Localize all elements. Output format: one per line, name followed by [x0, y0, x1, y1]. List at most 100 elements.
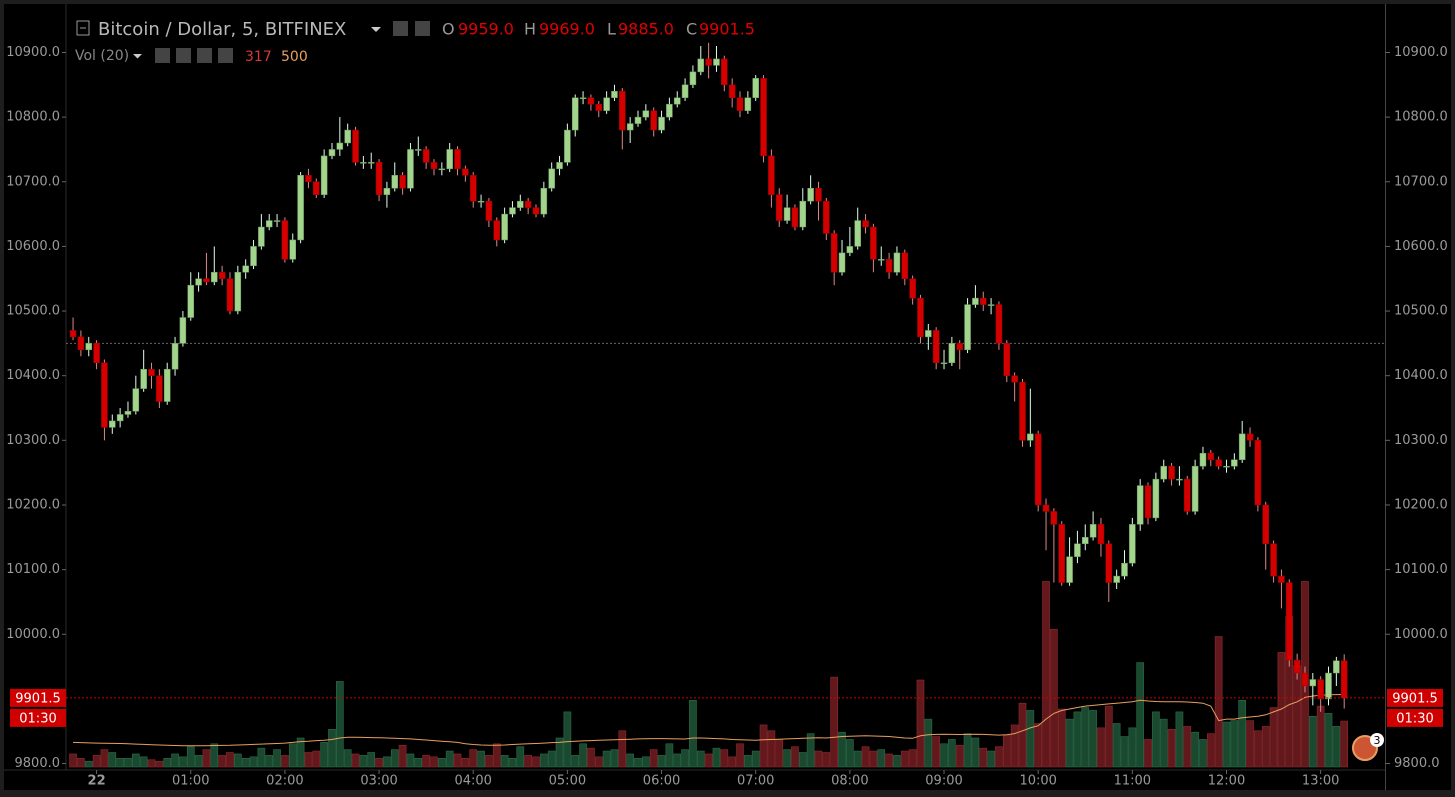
volume-bar	[1183, 726, 1192, 768]
candle-body	[148, 368, 155, 376]
candle-body	[775, 194, 783, 221]
candle-body	[791, 207, 799, 228]
symbol-menu[interactable]	[371, 27, 381, 32]
candle-body	[109, 420, 116, 428]
volume-bar	[634, 757, 642, 768]
candle-body	[854, 220, 861, 247]
volume-bar	[1277, 652, 1286, 768]
eye-icon[interactable]	[393, 21, 408, 36]
volume-bar	[1230, 720, 1239, 768]
y-tick-label: 10500.0	[6, 304, 60, 319]
volume-bar	[367, 752, 376, 768]
volume-bar	[1128, 727, 1137, 768]
x-tick-label: 01:00	[172, 774, 209, 789]
volume-bar	[893, 755, 901, 768]
candle-body	[783, 207, 791, 221]
last-price-tag-countdown: 01:30	[19, 711, 56, 726]
candle-body	[258, 226, 265, 247]
candle-body	[768, 155, 775, 195]
candle-body	[619, 91, 626, 131]
volume-bar	[704, 753, 713, 768]
last-price-tag: 9901.5	[15, 691, 61, 706]
eye-icon[interactable]	[155, 48, 170, 63]
candle-body	[156, 375, 163, 402]
y-tick-label: 10800.0	[6, 110, 60, 125]
volume-bar	[508, 757, 517, 768]
candle-body	[571, 97, 579, 131]
candle-body	[1254, 440, 1262, 506]
volume-bar	[390, 749, 399, 768]
volume-bar	[84, 760, 93, 768]
volume-bar	[430, 756, 438, 768]
volume-bar	[233, 753, 242, 768]
volume-menu[interactable]	[133, 54, 142, 59]
candle-body	[595, 103, 603, 111]
volume-bar	[241, 757, 250, 768]
candle-body	[1121, 562, 1128, 577]
y-tick-label: 10400.0	[6, 368, 60, 383]
candle-body	[195, 278, 202, 286]
candle-body	[313, 181, 320, 195]
volume-bar	[681, 749, 689, 768]
last-price-tag-right-countdown-box	[1387, 708, 1443, 727]
volume-bar	[477, 750, 485, 768]
settings-icon[interactable]	[415, 21, 430, 36]
volume-bar	[500, 755, 509, 768]
candle-body	[399, 175, 406, 189]
candle-body	[705, 58, 712, 66]
candle-body	[1317, 679, 1324, 700]
close-icon[interactable]	[218, 48, 233, 63]
candle-body	[1270, 543, 1277, 577]
candle-body	[697, 58, 705, 73]
volume-value: 317	[245, 49, 272, 65]
volume-bar	[751, 750, 760, 768]
candle-body	[807, 187, 814, 202]
volume-bar	[147, 759, 156, 768]
y-tick-label-right: 10200.0	[1394, 497, 1448, 512]
volume-bar	[673, 753, 682, 768]
candle-body	[1050, 511, 1058, 525]
volume-bar	[744, 755, 752, 768]
candle-body	[422, 149, 430, 163]
candle-body	[218, 272, 226, 279]
volume-bar	[312, 750, 321, 768]
candle-body	[1105, 543, 1113, 583]
volume-bar	[108, 752, 117, 768]
volume-bar	[1097, 727, 1105, 768]
candle-body	[281, 220, 289, 260]
candle-body	[846, 246, 854, 254]
volume-bar	[1144, 739, 1152, 768]
volume-bar	[1002, 734, 1011, 768]
add-icon[interactable]	[197, 48, 212, 63]
candle-body	[1340, 660, 1348, 699]
candle-body	[297, 175, 304, 241]
volume-bar	[163, 757, 172, 768]
ohlc-letter: C	[686, 20, 697, 39]
candle-body	[838, 252, 846, 273]
volume-bar	[955, 744, 964, 768]
candle-body	[681, 84, 689, 98]
candle-body	[556, 162, 563, 170]
y-tick-label-right: 10600.0	[1394, 239, 1448, 254]
candle-body	[446, 149, 453, 170]
candle-body	[163, 368, 171, 402]
volume-bar	[461, 757, 470, 768]
candle-body	[728, 84, 736, 98]
candle-body	[454, 149, 461, 170]
volume-bar	[1269, 707, 1278, 768]
candle-body	[360, 162, 367, 164]
volume-bar	[1254, 730, 1262, 768]
settings-icon[interactable]	[176, 48, 191, 63]
collapse-icon[interactable]	[76, 20, 90, 36]
candle-body	[603, 97, 610, 111]
volume-bar	[1010, 724, 1019, 768]
volume-bar	[798, 752, 807, 768]
candle-body	[517, 200, 524, 208]
y-tick-label-right: 10700.0	[1394, 174, 1448, 189]
y-tick-label-right: 10900.0	[1394, 45, 1448, 60]
candle-body	[116, 414, 124, 422]
x-tick-label: 09:00	[925, 774, 962, 789]
candle-body	[234, 272, 242, 312]
volume-bar	[202, 749, 211, 768]
candle-body	[1097, 524, 1105, 545]
